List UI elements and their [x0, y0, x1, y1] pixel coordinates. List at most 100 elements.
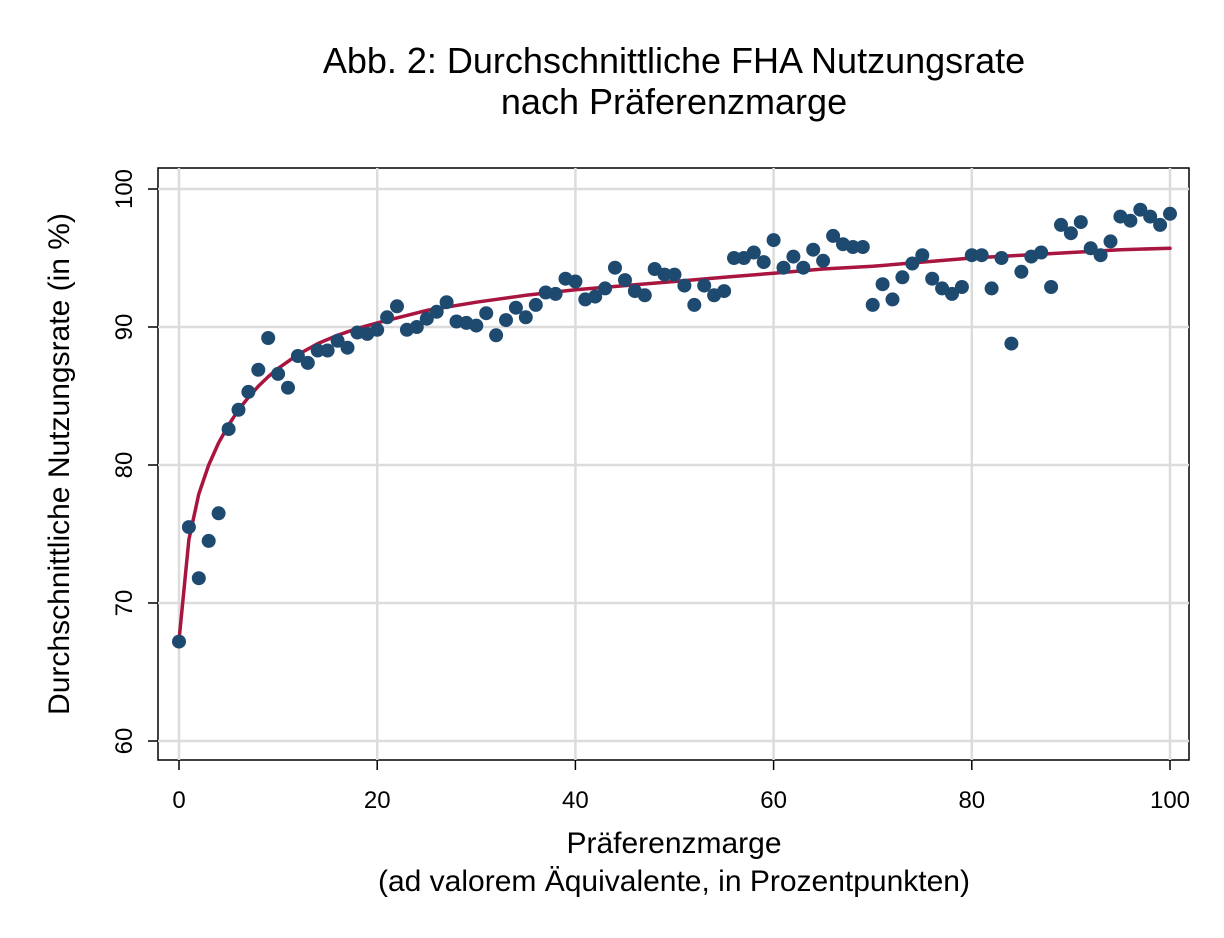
- scatter-point: [310, 343, 325, 358]
- scatter-point: [290, 349, 305, 363]
- scatter-point: [994, 251, 1009, 265]
- y-tick-label: 100: [111, 169, 138, 209]
- x-tick-label: 100: [1150, 787, 1190, 814]
- scatter-point: [756, 255, 771, 270]
- scatter-point: [905, 256, 920, 271]
- scatter-point: [786, 249, 801, 264]
- y-tick-label: 70: [111, 590, 138, 617]
- gridlines: [158, 168, 1189, 760]
- scatter-point: [637, 288, 652, 303]
- scatter-point: [489, 328, 504, 343]
- scatter-point: [746, 245, 761, 260]
- scatter-point: [776, 260, 791, 275]
- scatter-point: [925, 271, 940, 286]
- scatter-point: [1083, 241, 1098, 256]
- scatter-point: [1103, 234, 1118, 249]
- scatter-point: [796, 260, 811, 275]
- scatter-point: [1073, 215, 1088, 230]
- scatter-point: [1063, 226, 1078, 241]
- x-tick-label: 0: [172, 787, 185, 814]
- scatter-point: [172, 634, 186, 649]
- scatter-point: [677, 278, 692, 293]
- scatter-point: [390, 299, 404, 314]
- scatter-point: [608, 260, 622, 275]
- scatter-point: [598, 281, 613, 296]
- axis-ticks: 60 70 80 90 100 0 20 40 60 80 100: [111, 169, 1190, 814]
- scatter-point: [1153, 217, 1168, 232]
- scatter-point: [261, 331, 276, 345]
- scatter-point: [191, 571, 206, 586]
- x-tick-label: 60: [760, 787, 787, 814]
- y-axis-title: Durchschnittliche Nutzungsrate (in %): [43, 213, 76, 715]
- scatter-point: [201, 533, 216, 548]
- y-tick-label: 80: [111, 452, 138, 479]
- scatter-point: [915, 248, 930, 263]
- scatter-point: [499, 313, 513, 328]
- scatter-point: [548, 286, 563, 301]
- scatter-point: [271, 366, 286, 381]
- scatter-point: [211, 506, 226, 521]
- x-tick-label: 20: [364, 787, 391, 814]
- scatter-point: [251, 362, 266, 377]
- y-tick-label: 60: [111, 728, 138, 755]
- scatter-point: [667, 267, 682, 282]
- scatter-point: [727, 251, 741, 265]
- scatter-point: [717, 284, 732, 299]
- scatter-point: [479, 306, 494, 321]
- scatter-point: [231, 402, 246, 417]
- scatter-point: [409, 320, 424, 334]
- scatter-point: [221, 422, 236, 437]
- scatter-point: [241, 384, 256, 399]
- scatter-point: [697, 278, 712, 293]
- scatter-point: [568, 274, 583, 289]
- scatter-point: [1163, 206, 1177, 221]
- scatter-point: [974, 248, 989, 263]
- scatter-point: [895, 270, 910, 285]
- scatter-point: [984, 281, 999, 296]
- scatter-points: [172, 202, 1177, 649]
- scatter-point: [340, 340, 355, 355]
- scatter-point: [1044, 280, 1059, 294]
- scatter-point: [419, 311, 434, 326]
- scatter-point: [439, 295, 454, 310]
- scatter-point: [1093, 248, 1108, 263]
- scatter-point: [687, 297, 702, 312]
- scatter-point: [875, 277, 890, 292]
- scatter-point: [1123, 213, 1138, 228]
- scatter-point: [528, 297, 543, 312]
- scatter-point: [766, 233, 781, 248]
- scatter-point: [1143, 209, 1158, 224]
- scatter-point: [1054, 217, 1068, 232]
- scatter-point: [300, 355, 315, 370]
- scatter-point: [469, 318, 484, 333]
- scatter-point: [181, 520, 196, 535]
- scatter-point: [1004, 336, 1019, 351]
- scatter-point: [618, 273, 632, 288]
- scatter-point: [806, 242, 821, 257]
- chart-title-line-1: Abb. 2: Durchschnittliche FHA Nutzungsra…: [323, 40, 1025, 81]
- scatter-point: [826, 228, 841, 243]
- x-axis-title-line-2: (ad valorem Äquivalente, in Prozentpunkt…: [378, 865, 970, 898]
- y-tick-label: 90: [111, 314, 138, 341]
- scatter-point: [855, 240, 870, 254]
- scatter-point: [1014, 264, 1029, 279]
- chart-title-line-2: nach Präferenzmarge: [501, 81, 847, 122]
- x-tick-label: 80: [958, 787, 985, 814]
- scatter-point: [945, 286, 959, 301]
- scatter-point: [954, 280, 969, 294]
- scatter-point: [588, 289, 603, 304]
- x-tick-label: 40: [562, 787, 589, 814]
- x-axis-title-line-1: Präferenzmarge: [566, 827, 781, 860]
- scatter-point: [816, 253, 831, 268]
- scatter-point: [429, 304, 444, 319]
- scatter-point: [320, 343, 335, 358]
- scatter-point: [845, 240, 860, 254]
- scatter-point: [508, 300, 523, 315]
- scatter-point: [380, 310, 395, 325]
- scatter-point: [518, 310, 533, 325]
- scatter-point: [865, 297, 880, 312]
- scatter-point: [657, 267, 672, 282]
- scatter-point: [964, 248, 979, 263]
- scatter-point: [1133, 202, 1148, 217]
